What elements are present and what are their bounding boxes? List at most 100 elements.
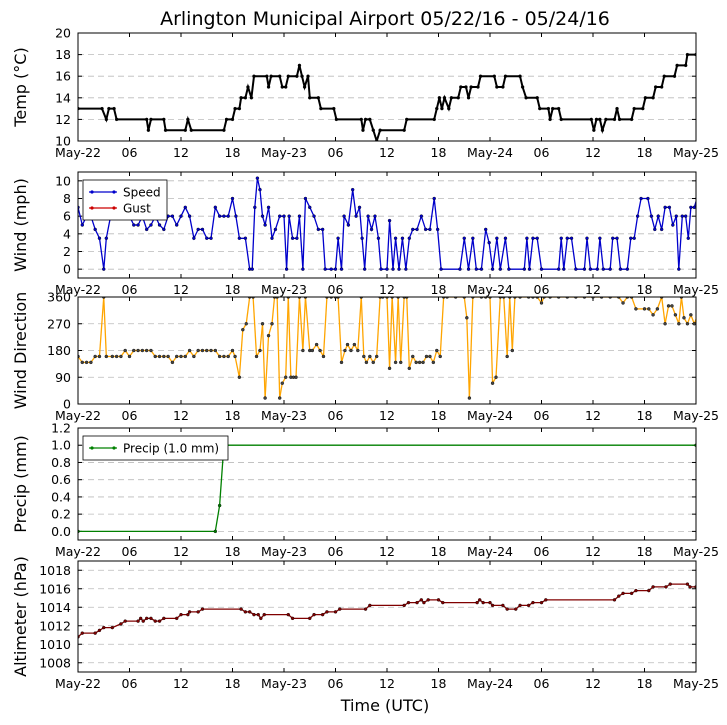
data-point — [224, 117, 229, 122]
data-point — [234, 214, 238, 218]
data-point — [280, 381, 284, 385]
data-point — [282, 214, 286, 218]
data-point — [659, 227, 664, 232]
data-point — [565, 236, 569, 240]
data-point — [671, 223, 675, 227]
data-point — [375, 354, 379, 359]
data-point — [438, 354, 442, 359]
data-point — [556, 106, 561, 111]
series-segment — [245, 297, 251, 324]
data-point — [239, 607, 243, 611]
data-point — [471, 236, 475, 240]
data-point — [300, 74, 304, 78]
x-tick-label: 18 — [225, 282, 241, 297]
data-point — [387, 366, 392, 371]
data-point — [301, 348, 305, 353]
x-tick-label: 06 — [534, 676, 550, 691]
data-point — [226, 214, 230, 218]
data-point — [466, 96, 471, 100]
data-point — [244, 322, 248, 326]
series-segment — [357, 297, 362, 351]
x-tick-label: 12 — [173, 145, 189, 160]
data-point — [559, 117, 563, 122]
data-point — [260, 322, 265, 326]
series-segment — [295, 297, 301, 378]
y-tick-label: 20 — [55, 26, 71, 41]
data-point — [492, 74, 496, 78]
data-point — [459, 85, 463, 89]
data-point — [183, 205, 187, 210]
data-point — [612, 598, 617, 602]
data-point — [368, 603, 372, 608]
x-tick-label: May-24 — [467, 282, 513, 297]
data-point — [175, 223, 179, 227]
series-segment — [279, 383, 283, 399]
data-point — [247, 610, 252, 614]
data-point — [297, 214, 302, 218]
data-point — [107, 106, 111, 111]
data-point — [278, 396, 282, 400]
data-point — [692, 205, 696, 210]
data-point — [246, 85, 250, 89]
data-point — [80, 223, 84, 227]
data-point — [361, 128, 365, 132]
data-point — [518, 74, 522, 78]
data-point — [217, 503, 222, 508]
x-tick-label: 06 — [328, 145, 344, 160]
y-tick-label: 16 — [55, 69, 71, 84]
x-tick-label: 12 — [379, 544, 395, 559]
y-tick-label: 10 — [55, 173, 71, 188]
series-segment — [432, 350, 438, 363]
data-point — [487, 240, 491, 245]
data-point — [447, 106, 451, 111]
series-segment — [302, 297, 307, 351]
axes-frame — [77, 296, 697, 405]
x-tick-label: May-22 — [55, 145, 101, 160]
data-point — [320, 227, 325, 232]
data-point — [422, 600, 426, 605]
data-point — [458, 267, 462, 271]
data-point — [503, 74, 508, 78]
x-tick-label: 18 — [225, 408, 241, 423]
data-point — [187, 610, 192, 614]
x-tick-label: 06 — [122, 282, 138, 297]
series-segment — [408, 356, 414, 369]
y-tick-label: 90 — [55, 370, 71, 385]
x-tick-label: 12 — [585, 408, 601, 423]
data-point — [93, 227, 97, 232]
data-point — [123, 348, 127, 353]
data-point — [230, 196, 235, 201]
data-point — [393, 236, 398, 240]
data-point — [254, 354, 259, 359]
data-point — [653, 85, 658, 89]
data-point — [149, 616, 153, 621]
data-point — [97, 628, 102, 633]
series-segment — [489, 297, 494, 384]
data-point — [685, 582, 690, 586]
data-point — [213, 529, 218, 534]
data-point — [634, 588, 638, 593]
data-point — [153, 354, 157, 359]
x-tick-label: 06 — [328, 544, 344, 559]
data-point — [138, 616, 143, 621]
data-point — [368, 117, 372, 122]
x-tick-label: May-23 — [261, 282, 307, 297]
data-point — [546, 106, 551, 111]
legend-marker — [112, 206, 116, 210]
x-tick-label: 18 — [431, 676, 447, 691]
data-point — [417, 360, 422, 365]
legend-label: Gust — [123, 202, 151, 216]
data-point — [677, 322, 681, 326]
data-point — [464, 85, 468, 89]
data-point — [635, 214, 640, 218]
data-point — [544, 598, 548, 602]
data-layer — [78, 52, 696, 141]
data-point — [290, 236, 295, 240]
data-point — [308, 96, 312, 100]
legend-box — [82, 179, 168, 221]
data-point — [149, 117, 153, 122]
y-axis-label: Wind Direction — [11, 292, 30, 410]
series-segment — [664, 305, 670, 324]
data-point — [119, 354, 123, 359]
series-segment — [678, 297, 683, 324]
